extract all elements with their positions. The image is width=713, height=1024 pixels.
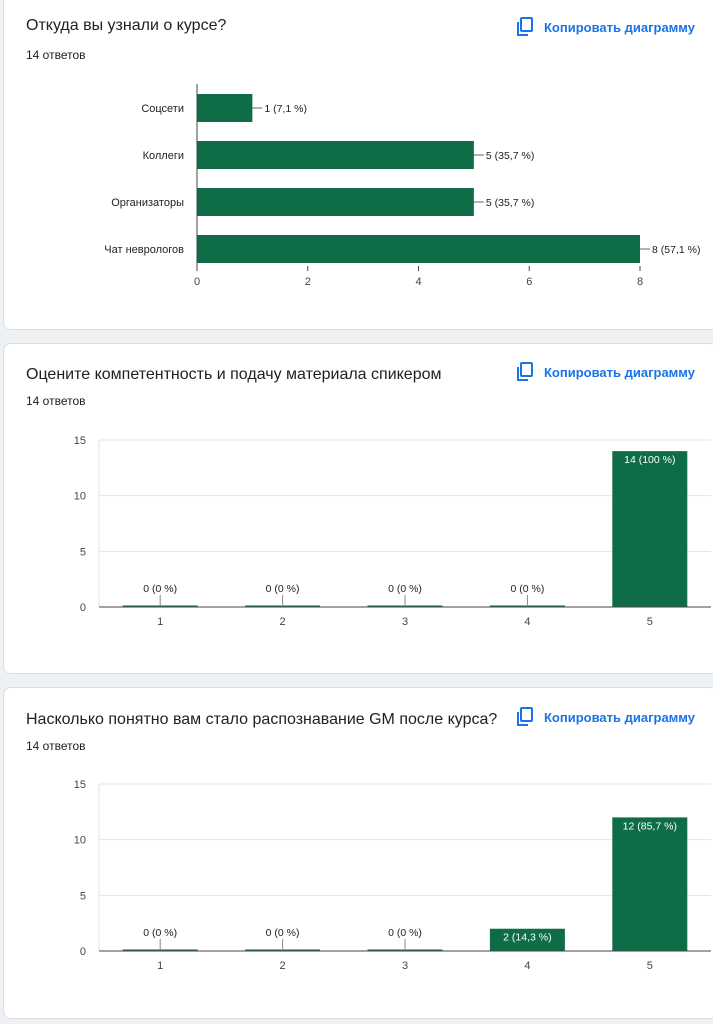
x-tick-label: 2 xyxy=(305,276,311,288)
data-label: 8 (57,1 %) xyxy=(652,244,700,256)
data-label: 0 (0 %) xyxy=(143,583,177,595)
x-category-label: 4 xyxy=(524,616,530,628)
question-card-speaker: Оцените компетентность и подачу материал… xyxy=(3,343,713,674)
x-tick-label: 8 xyxy=(637,276,643,288)
data-label: 0 (0 %) xyxy=(510,583,544,595)
copy-chart-label: Копировать диаграмму xyxy=(544,364,695,380)
x-category-label: 1 xyxy=(157,616,163,628)
bar-chart-gm: 0 5 10 15 0 (0 %) 1 0 (0 %) 2 0 (0 %) 3 2 (14,3 %)… xyxy=(74,779,711,972)
bar-chart-source: Соцсети 1 (7,1 %) Коллеги 5 (35,7 %) Организ… xyxy=(104,84,700,288)
x-tick-label: 4 xyxy=(415,276,421,288)
copy-chart-button[interactable]: Копировать диаграмму xyxy=(516,707,695,727)
data-label: 12 (85,7 %) xyxy=(623,820,677,832)
x-tick-label: 0 xyxy=(194,276,200,288)
x-category-label: 4 xyxy=(524,960,530,972)
y-tick-label: 15 xyxy=(74,435,86,447)
x-category-label: 5 xyxy=(647,616,653,628)
x-tick-label: 6 xyxy=(526,276,532,288)
bar xyxy=(197,235,640,263)
y-tick-label: 0 xyxy=(80,602,86,614)
copy-chart-button[interactable]: Копировать диаграмму xyxy=(516,17,695,37)
bar xyxy=(612,817,688,951)
copy-icon xyxy=(517,707,533,726)
y-tick-label: 10 xyxy=(74,835,86,847)
data-label: 1 (7,1 %) xyxy=(264,103,307,115)
data-label: 0 (0 %) xyxy=(266,583,300,595)
copy-icon xyxy=(517,362,533,381)
data-label: 0 (0 %) xyxy=(266,927,300,939)
bar-chart-speaker: 0 5 10 15 0 (0 %) 1 0 (0 %) 2 0 (0 %) 3 0 (0 %) 4 14… xyxy=(74,435,711,628)
data-label: 0 (0 %) xyxy=(143,927,177,939)
question-title: Насколько понятно вам стало распознавани… xyxy=(26,711,498,728)
copy-chart-button[interactable]: Копировать диаграмму xyxy=(516,362,695,382)
category-label: Чат неврологов xyxy=(104,244,184,256)
y-tick-label: 0 xyxy=(80,946,86,958)
bar xyxy=(489,928,565,951)
question-card-gm: Насколько понятно вам стало распознавани… xyxy=(3,687,713,1019)
bar xyxy=(197,141,474,169)
bar xyxy=(612,451,688,607)
copy-icon xyxy=(517,17,533,36)
question-title: Откуда вы узнали о курсе? xyxy=(26,17,227,34)
y-tick-label: 10 xyxy=(74,491,86,503)
response-count: 14 ответов xyxy=(26,739,86,753)
data-label: 5 (35,7 %) xyxy=(486,150,534,162)
x-category-label: 3 xyxy=(402,616,408,628)
y-tick-label: 5 xyxy=(80,890,86,902)
category-label: Организаторы xyxy=(111,197,184,209)
data-label: 2 (14,3 %) xyxy=(503,932,551,944)
x-category-label: 5 xyxy=(647,960,653,972)
category-label: Коллеги xyxy=(143,150,184,162)
y-tick-label: 15 xyxy=(74,779,86,791)
data-label: 0 (0 %) xyxy=(388,583,422,595)
data-label: 14 (100 %) xyxy=(624,454,675,466)
data-label: 0 (0 %) xyxy=(388,927,422,939)
x-category-label: 2 xyxy=(280,616,286,628)
question-title: Оцените компетентность и подачу материал… xyxy=(26,366,442,383)
x-category-label: 1 xyxy=(157,960,163,972)
y-tick-label: 5 xyxy=(80,546,86,558)
data-label: 5 (35,7 %) xyxy=(486,197,534,209)
bar xyxy=(197,94,253,122)
copy-chart-label: Копировать диаграмму xyxy=(544,709,695,725)
copy-chart-label: Копировать диаграмму xyxy=(544,19,695,35)
category-label: Соцсети xyxy=(141,103,184,115)
x-category-label: 3 xyxy=(402,960,408,972)
question-card-source: Откуда вы узнали о курсе? 14 ответов Коп… xyxy=(3,0,713,330)
response-count: 14 ответов xyxy=(26,48,86,62)
response-count: 14 ответов xyxy=(26,394,86,408)
bar xyxy=(197,188,474,216)
x-category-label: 2 xyxy=(280,960,286,972)
